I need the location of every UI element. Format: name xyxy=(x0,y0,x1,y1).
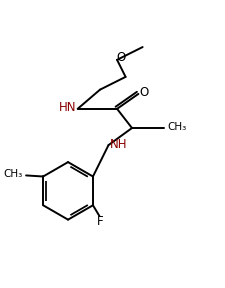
Text: CH₃: CH₃ xyxy=(4,169,23,179)
Text: HN: HN xyxy=(59,101,77,114)
Text: F: F xyxy=(97,215,104,228)
Text: O: O xyxy=(139,86,148,99)
Text: NH: NH xyxy=(110,137,127,151)
Text: CH₃: CH₃ xyxy=(167,122,186,132)
Text: O: O xyxy=(117,51,126,64)
